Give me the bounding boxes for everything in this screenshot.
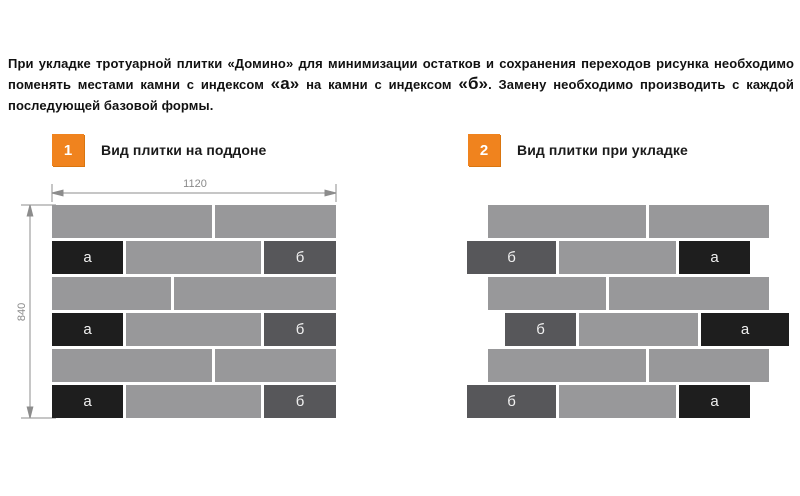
tile-index-b: б: [505, 313, 576, 346]
section-1-number-badge: 1: [52, 134, 84, 166]
tile-index-a: а: [679, 241, 750, 274]
tile-row: [488, 205, 789, 238]
arrow-left-icon: [51, 189, 64, 197]
arrow-up-icon: [26, 204, 34, 217]
tile-plain: [579, 313, 698, 346]
tile-plain: [215, 349, 336, 382]
tile-plain: [649, 205, 769, 238]
index-a-emphasis: «а»: [270, 74, 300, 93]
intro-part-2: на камни с индексом: [299, 77, 459, 92]
tile-plain: [126, 385, 261, 418]
tile-plain: [52, 349, 212, 382]
tile-row: [488, 349, 789, 382]
tile-index-a: а: [52, 313, 123, 346]
tile-index-b: б: [467, 241, 556, 274]
tile-plain: [609, 277, 769, 310]
tile-index-b: б: [264, 313, 336, 346]
tile-row: [52, 277, 336, 310]
height-dimension-label: 840: [16, 303, 28, 321]
tile-plain: [126, 313, 261, 346]
tile-plain: [559, 241, 676, 274]
tile-index-a: а: [679, 385, 750, 418]
section-2-number-badge: 2: [468, 134, 500, 166]
tile-plain: [488, 349, 646, 382]
tile-plain: [488, 205, 646, 238]
tile-index-b: б: [467, 385, 556, 418]
section-1-header: 1 Вид плитки на поддоне: [52, 134, 266, 166]
tile-index-a: а: [52, 241, 123, 274]
tile-plain: [52, 205, 212, 238]
index-b-emphasis: «б»: [458, 74, 489, 93]
tile-plain: [649, 349, 769, 382]
width-dimension-label: 1120: [183, 178, 207, 190]
section-2-title: Вид плитки при укладке: [517, 142, 688, 158]
tile-index-b: б: [264, 241, 336, 274]
intro-part-1: При укладке тротуарной плитки «Домино» д…: [8, 56, 794, 92]
tile-row: [52, 349, 336, 382]
tile-plain: [52, 277, 171, 310]
tile-plain: [559, 385, 676, 418]
tile-plain: [488, 277, 606, 310]
section-1-title: Вид плитки на поддоне: [101, 142, 267, 158]
intro-text: При укладке тротуарной плитки «Домино» д…: [8, 53, 794, 116]
tile-row: [488, 277, 789, 310]
tile-row: [52, 205, 336, 238]
height-dimension: 840: [16, 204, 56, 419]
tile-plain: [215, 205, 336, 238]
tile-index-b: б: [264, 385, 336, 418]
arrow-right-icon: [324, 189, 337, 197]
tile-index-a: а: [701, 313, 789, 346]
tile-plain: [126, 241, 261, 274]
section-2-header: 2 Вид плитки при укладке: [468, 134, 688, 166]
tile-index-a: а: [52, 385, 123, 418]
tile-plain: [174, 277, 336, 310]
intro-part-3: . Замену необходимо производить с каждой…: [8, 77, 794, 113]
width-dimension: 1120: [51, 178, 337, 202]
arrow-down-icon: [26, 406, 34, 419]
